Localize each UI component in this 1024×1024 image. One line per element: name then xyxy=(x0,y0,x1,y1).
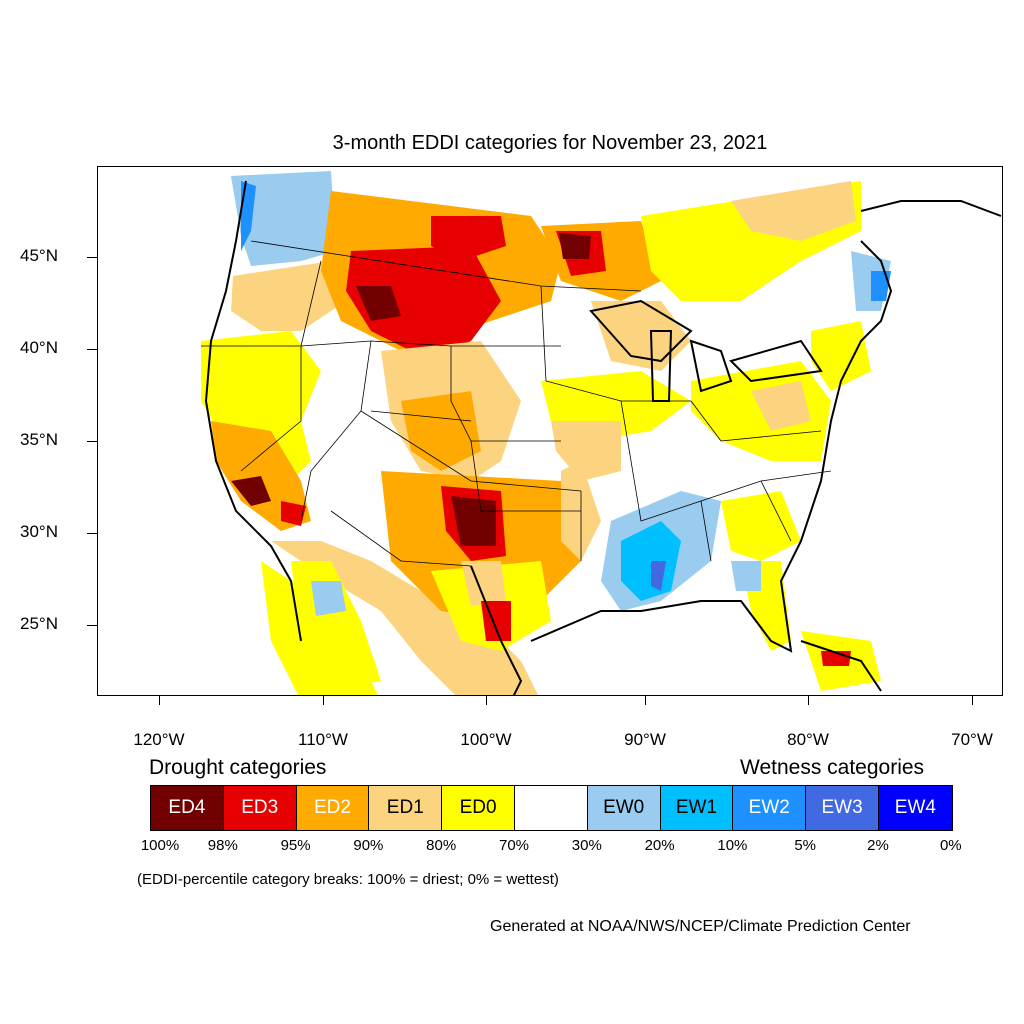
lon-label-100: 100°W xyxy=(460,730,512,749)
lat-tick xyxy=(87,625,97,626)
lat-tick xyxy=(87,441,97,442)
percent-break-label: 30% xyxy=(571,837,602,854)
legend-box-ew1: EW1 xyxy=(660,786,734,830)
percent-break-label: 20% xyxy=(644,837,675,854)
percent-break-label: 100% xyxy=(140,837,180,854)
legend-box-ew3: EW3 xyxy=(806,786,879,830)
legend-box-ed2: ED2 xyxy=(296,786,370,830)
lat-tick xyxy=(87,257,97,258)
percent-break-label: 98% xyxy=(207,837,238,854)
wetness-heading: Wetness categories xyxy=(740,756,925,779)
lat-label-25: 25°N xyxy=(20,614,58,633)
percent-break-label: 2% xyxy=(867,837,889,854)
legend-box-ed4: ED4 xyxy=(151,786,224,830)
drought-heading: Drought categories xyxy=(149,756,327,779)
lon-label-80: 80°W xyxy=(787,730,829,749)
lat-tick xyxy=(87,349,97,350)
percent-break-label: 70% xyxy=(498,837,530,854)
map-title: 3-month EDDI categories for November 23,… xyxy=(332,132,768,154)
lon-tick xyxy=(808,696,809,705)
legend-box-ew2: EW2 xyxy=(733,786,807,830)
lat-label-40: 40°N xyxy=(20,338,58,357)
lat-label-30: 30°N xyxy=(20,522,58,541)
lat-label-35: 35°N xyxy=(20,430,58,449)
credit-line: Generated at NOAA/NWS/NCEP/Climate Predi… xyxy=(490,918,911,935)
percent-break-label: 0% xyxy=(939,837,962,854)
percent-break-label: 95% xyxy=(280,837,311,854)
legend-colorbar: ED4 ED3 ED2 ED1 ED0 EW0 EW1 EW2 EW3 EW4 xyxy=(150,785,953,831)
percent-break-label: 90% xyxy=(353,837,384,854)
category-note: (EDDI-percentile category breaks: 100% =… xyxy=(137,871,559,888)
lat-tick xyxy=(87,533,97,534)
legend-box-ed0: ED0 xyxy=(442,786,515,830)
legend-box-ew0: EW0 xyxy=(587,786,661,830)
lon-tick xyxy=(159,696,160,705)
eddi-map xyxy=(97,166,1003,696)
lon-tick xyxy=(323,696,324,705)
percent-break-label: 80% xyxy=(426,837,457,854)
lat-label-45: 45°N xyxy=(20,246,58,265)
lon-tick xyxy=(972,696,973,705)
eddi-map-svg xyxy=(201,171,1002,695)
legend-box-neutral xyxy=(514,786,588,830)
lon-label-120: 120°W xyxy=(133,730,185,749)
lon-tick xyxy=(486,696,487,705)
lon-label-110: 110°W xyxy=(298,730,348,749)
legend-box-ew4: EW4 xyxy=(878,786,952,830)
lon-label-90: 90°W xyxy=(624,730,666,749)
legend-box-ed1: ED1 xyxy=(369,786,443,830)
percent-break-label: 10% xyxy=(717,837,748,854)
lon-tick xyxy=(645,696,646,705)
percent-break-label: 5% xyxy=(794,837,817,854)
legend-box-ed3: ED3 xyxy=(223,786,297,830)
lon-label-70: 70°W xyxy=(951,730,993,749)
